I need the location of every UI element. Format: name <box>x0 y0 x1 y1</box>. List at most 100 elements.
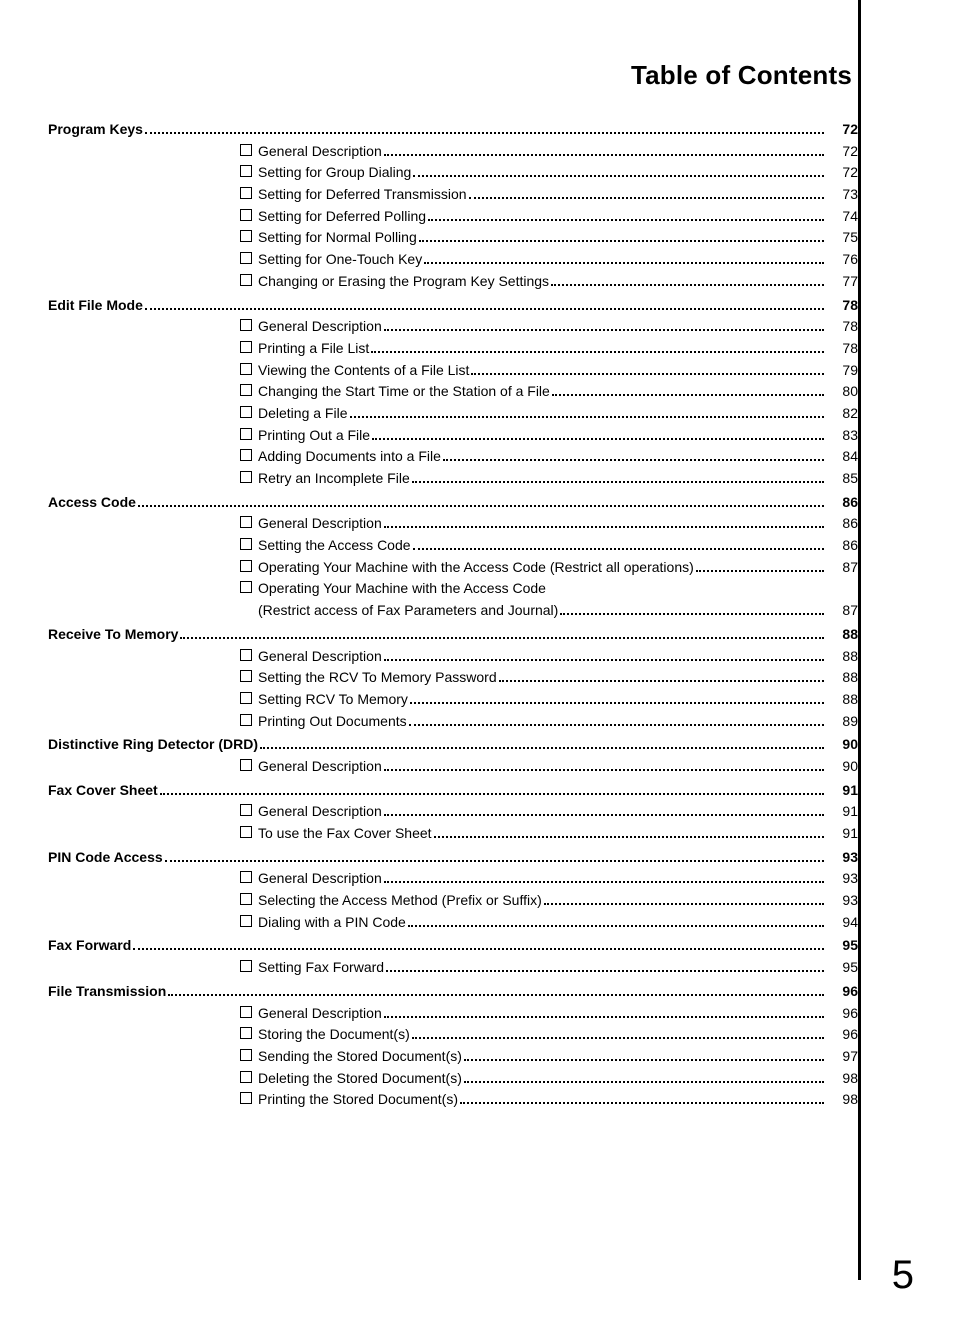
leader-dots <box>551 284 824 286</box>
toc-subitem-page: 93 <box>828 890 858 912</box>
checkbox-icon <box>240 1092 252 1104</box>
toc-subitem-label: Setting for Normal Polling <box>258 227 417 249</box>
toc-subitem: Deleting a File82 <box>48 403 858 425</box>
toc-subitem: Selecting the Access Method (Prefix or S… <box>48 890 858 912</box>
toc-subitem: Retry an Incomplete File85 <box>48 468 858 490</box>
toc-section-title: Distinctive Ring Detector (DRD) <box>48 734 258 756</box>
toc-subitem-page: 88 <box>828 646 858 668</box>
toc-subitem: Operating Your Machine with the Access C… <box>48 557 858 579</box>
leader-dots <box>424 262 824 264</box>
checkbox-icon <box>240 252 252 264</box>
toc-subitem-label: Setting for Deferred Transmission <box>258 184 467 206</box>
page-number: 5 <box>892 1253 914 1298</box>
toc-section-title: File Transmission <box>48 981 166 1003</box>
toc-subitem-page: 74 <box>828 206 858 228</box>
checkbox-icon <box>240 714 252 726</box>
checkbox-icon <box>240 826 252 838</box>
toc-subitem-page: 87 <box>828 600 858 622</box>
toc-subitem-label: General Description <box>258 868 382 890</box>
toc-subitem-label: Operating Your Machine with the Access C… <box>258 578 546 600</box>
leader-dots <box>544 903 824 905</box>
leader-dots <box>560 613 824 615</box>
toc-subitem: Storing the Document(s) 96 <box>48 1024 858 1046</box>
toc-section-page: 72 <box>828 119 858 141</box>
leader-dots <box>552 394 824 396</box>
toc-subitem-page: 85 <box>828 468 858 490</box>
checkbox-icon <box>240 230 252 242</box>
toc-subitem-label: General Description <box>258 513 382 535</box>
toc-subitem: General Description88 <box>48 646 858 668</box>
toc-subitem-page: 88 <box>828 689 858 711</box>
toc-subitem-label: Setting for Group Dialing <box>258 162 411 184</box>
toc-section-title: Edit File Mode <box>48 295 143 317</box>
toc-subitem: General Description72 <box>48 141 858 163</box>
leader-dots <box>384 881 824 883</box>
toc-subitem-label: Deleting the Stored Document(s) <box>258 1068 462 1090</box>
toc-subitem: Setting for Deferred Transmission73 <box>48 184 858 206</box>
leader-dots <box>696 570 824 572</box>
toc-subitem-label: Changing the Start Time or the Station o… <box>258 381 550 403</box>
leader-dots <box>145 308 824 310</box>
checkbox-icon <box>240 1006 252 1018</box>
toc-subitem-page: 98 <box>828 1089 858 1111</box>
leader-dots <box>460 1102 824 1104</box>
toc-subitem: Operating Your Machine with the Access C… <box>48 578 858 600</box>
checkbox-icon <box>240 871 252 883</box>
toc-subitem-page: 88 <box>828 667 858 689</box>
toc-section-title: Fax Forward <box>48 935 131 957</box>
toc-section-page: 91 <box>828 780 858 802</box>
toc-section-page: 95 <box>828 935 858 957</box>
toc-subitem-page: 86 <box>828 513 858 535</box>
checkbox-icon <box>240 449 252 461</box>
toc-subitem: Deleting the Stored Document(s)98 <box>48 1068 858 1090</box>
leader-dots <box>180 637 824 639</box>
leader-dots <box>138 505 824 507</box>
toc-section-title: Fax Cover Sheet <box>48 780 158 802</box>
page-title: Table of Contents <box>48 60 858 91</box>
toc-subitem-label: Viewing the Contents of a File List <box>258 360 469 382</box>
toc-subitem: Setting for Deferred Polling74 <box>48 206 858 228</box>
toc-subitem-page: 76 <box>828 249 858 271</box>
leader-dots <box>413 548 824 550</box>
checkbox-icon <box>240 893 252 905</box>
leader-dots <box>408 925 824 927</box>
leader-dots <box>499 680 824 682</box>
toc-subitem-page: 84 <box>828 446 858 468</box>
checkbox-icon <box>240 960 252 972</box>
toc-subitem-page: 80 <box>828 381 858 403</box>
leader-dots <box>372 438 824 440</box>
toc-subitem-page: 75 <box>828 227 858 249</box>
toc-subitem-page: 86 <box>828 535 858 557</box>
toc-section: Edit File Mode78 <box>48 295 858 317</box>
toc-subitem: Setting for One-Touch Key 76 <box>48 249 858 271</box>
toc-subitem: Adding Documents into a File 84 <box>48 446 858 468</box>
toc-subitem-page: 90 <box>828 756 858 778</box>
toc-subitem-page: 96 <box>828 1024 858 1046</box>
checkbox-icon <box>240 1049 252 1061</box>
leader-dots <box>409 724 824 726</box>
leader-dots <box>384 814 824 816</box>
leader-dots <box>384 154 824 156</box>
leader-dots <box>428 219 824 221</box>
leader-dots <box>350 416 825 418</box>
checkbox-icon <box>240 471 252 483</box>
toc-section-page: 90 <box>828 734 858 756</box>
leader-dots <box>464 1059 824 1061</box>
leader-dots <box>419 240 824 242</box>
toc-subitem: General Description91 <box>48 801 858 823</box>
checkbox-icon <box>240 187 252 199</box>
leader-dots <box>384 526 824 528</box>
toc-subitem-label: Adding Documents into a File <box>258 446 441 468</box>
toc-subitem-label: Printing a File List <box>258 338 369 360</box>
toc-subitem-label: Setting for One-Touch Key <box>258 249 422 271</box>
checkbox-icon <box>240 759 252 771</box>
toc-subitem-label: Storing the Document(s) <box>258 1024 410 1046</box>
toc-subitem: General Description96 <box>48 1003 858 1025</box>
toc-subitem: Changing the Start Time or the Station o… <box>48 381 858 403</box>
checkbox-icon <box>240 319 252 331</box>
toc-subitem-page: 95 <box>828 957 858 979</box>
toc-subitem-page: 79 <box>828 360 858 382</box>
leader-dots <box>371 351 824 353</box>
checkbox-icon <box>240 538 252 550</box>
toc-section-page: 88 <box>828 624 858 646</box>
